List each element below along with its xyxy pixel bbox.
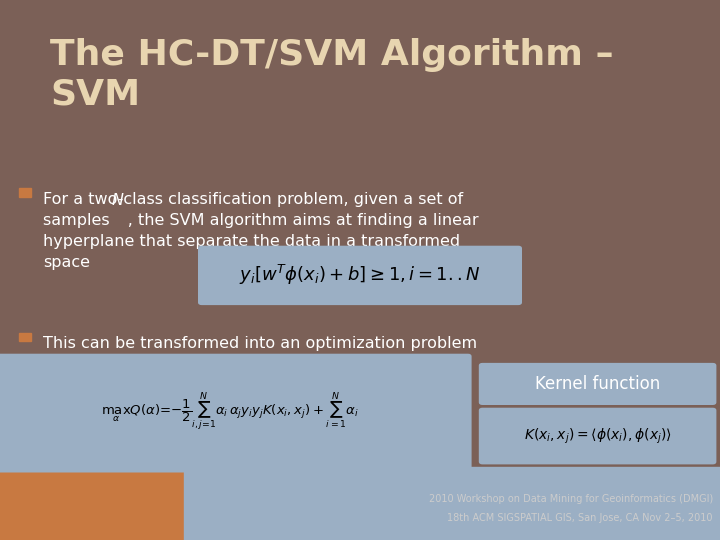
FancyBboxPatch shape xyxy=(479,363,716,405)
Text: $\max_{\alpha} Q(\alpha) = -\dfrac{1}{2}\sum_{i,j=1}^{N}\alpha_i\alpha_j y_i y_j: $\max_{\alpha} Q(\alpha) = -\dfrac{1}{2}… xyxy=(102,391,359,433)
Text: The HC-DT/SVM Algorithm –
SVM: The HC-DT/SVM Algorithm – SVM xyxy=(50,38,614,111)
Text: Kernel function: Kernel function xyxy=(535,375,660,393)
Text: $N$: $N$ xyxy=(111,192,125,208)
FancyBboxPatch shape xyxy=(0,354,472,472)
Bar xyxy=(19,333,31,341)
Text: $K(x_i,x_j) = \langle\phi(x_i),\phi(x_j)\rangle$: $K(x_i,x_j) = \langle\phi(x_i),\phi(x_j)… xyxy=(523,427,672,446)
Text: $y_i[w^T\phi(x_i)+b]\geq 1, i=1..N$: $y_i[w^T\phi(x_i)+b]\geq 1, i=1..N$ xyxy=(239,264,481,287)
Bar xyxy=(184,467,720,540)
FancyBboxPatch shape xyxy=(198,246,522,305)
Text: 18th ACM SIGSPATIAL GIS, San Jose, CA Nov 2–5, 2010: 18th ACM SIGSPATIAL GIS, San Jose, CA No… xyxy=(447,514,713,523)
Bar xyxy=(19,188,31,197)
Text: For a two-class classification problem, given a set of
samples     , the SVM alg: For a two-class classification problem, … xyxy=(43,192,479,269)
Bar xyxy=(0,467,184,540)
Text: This can be transformed into an optimization problem: This can be transformed into an optimiza… xyxy=(43,336,477,351)
FancyBboxPatch shape xyxy=(479,408,716,464)
Text: 2010 Workshop on Data Mining for Geoinformatics (DMGI): 2010 Workshop on Data Mining for Geoinfo… xyxy=(428,495,713,504)
